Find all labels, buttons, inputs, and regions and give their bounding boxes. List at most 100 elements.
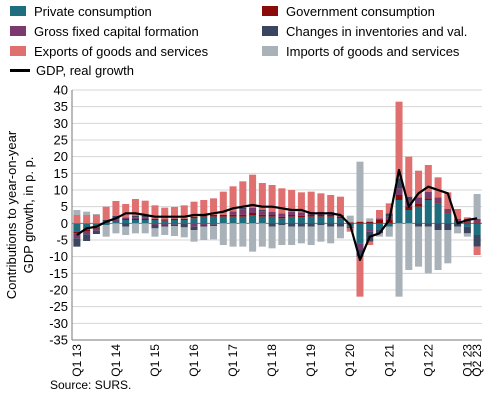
bar-segment: [385, 203, 393, 214]
bar-segment: [336, 218, 344, 224]
bar-segment: [170, 226, 179, 236]
bar-segment: [444, 212, 452, 214]
bar-segment: [297, 226, 305, 244]
bar-segment: [366, 230, 374, 232]
y-tick-label: -35: [49, 333, 68, 348]
bar-segment: [415, 197, 423, 204]
y-tick-label: 15: [54, 166, 68, 181]
bar-segment: [297, 212, 305, 216]
bar-segment: [249, 223, 257, 252]
bar-segment: [288, 216, 296, 224]
bar-segment: [297, 223, 305, 227]
legend-swatch: [10, 6, 26, 16]
bar-segment: [131, 217, 139, 219]
bar-segment: [229, 186, 237, 212]
gdp-line: [76, 168, 478, 262]
bar-segment: [112, 223, 120, 234]
bar-segment: [131, 215, 139, 218]
legend-item-changes-in-inventories: Changes in inventories and val.: [262, 23, 467, 39]
bar-segment: [190, 218, 198, 224]
bar-segment: [434, 177, 442, 198]
bar-segment: [444, 213, 452, 224]
bar-segment: [131, 219, 139, 220]
bar-segment: [83, 215, 91, 224]
bar-segment: [239, 214, 247, 217]
bar-segment: [229, 223, 237, 247]
bar-segment: [268, 216, 276, 224]
bar-segment: [180, 205, 188, 219]
bar-segment: [112, 221, 120, 224]
y-tick-label: -10: [49, 249, 68, 264]
bar-segment: [317, 215, 325, 217]
bar-segment: [210, 198, 218, 215]
legend-swatch: [262, 46, 278, 56]
bar-segment: [73, 223, 81, 232]
bar-segment: [336, 223, 344, 227]
legend-item-government-consumption: Government consumption: [262, 3, 435, 19]
bar-segment: [346, 222, 354, 224]
bar-segment: [151, 223, 159, 225]
bar-segment: [356, 243, 364, 250]
bar-segment: [424, 198, 432, 200]
bar-segment: [424, 200, 432, 224]
bar-segment: [170, 224, 179, 226]
bar-segment: [268, 223, 276, 227]
x-tick-label: Q1 18: [265, 344, 279, 377]
bar-segment: [141, 215, 149, 218]
bar-segment: [415, 226, 423, 267]
x-tick-label: Q1 23: [460, 344, 474, 377]
legend-line-swatch: [10, 68, 30, 72]
bar-segment: [356, 223, 364, 244]
legend-swatch: [10, 26, 26, 36]
bar-segment: [278, 216, 286, 219]
bar-segment: [278, 223, 286, 225]
bar-segment: [92, 229, 100, 231]
bar-segment: [122, 226, 130, 235]
x-tick-label: Q1 19: [304, 344, 318, 377]
y-tick-label: -15: [49, 266, 68, 281]
legend-swatch: [262, 26, 278, 36]
bar-segment: [112, 221, 120, 222]
bar-segment: [92, 230, 100, 234]
bar-segment: [122, 204, 130, 218]
bar-segment: [424, 226, 432, 274]
bar-segment: [229, 211, 237, 215]
bar-segment: [141, 219, 149, 220]
bar-segment: [190, 226, 198, 230]
bar-segment: [83, 231, 91, 235]
bar-segment: [385, 223, 393, 227]
bar-segment: [112, 201, 120, 216]
y-tick-label: 35: [54, 99, 68, 114]
bar-segment: [268, 211, 276, 215]
x-tick-label: Q1 13: [70, 344, 84, 377]
bar-segment: [463, 217, 471, 219]
bar-segment: [161, 219, 169, 221]
bar-segment: [336, 226, 344, 239]
legend-label: Changes in inventories and val.: [286, 23, 468, 39]
bar-segment: [73, 231, 81, 234]
bar-segment: [102, 206, 110, 220]
bar-segment: [395, 223, 403, 297]
bar-segment: [473, 219, 481, 223]
bar-segment: [424, 223, 432, 227]
bar-segment: [131, 223, 139, 234]
bar-segment: [405, 206, 413, 210]
bar-segment: [190, 216, 198, 219]
stacked-bars: [73, 101, 481, 297]
bar-segment: [278, 213, 286, 217]
bar-segment: [219, 223, 227, 245]
bar-segment: [229, 216, 237, 224]
bar-segment: [131, 220, 139, 224]
bar-segment: [366, 223, 374, 230]
bar-segment: [73, 210, 81, 215]
bar-segment: [346, 228, 354, 232]
bar-segment: [395, 188, 403, 195]
bar-segment: [288, 226, 296, 245]
bar-segment: [395, 195, 403, 200]
bar-segment: [385, 226, 393, 237]
bar-segment: [463, 233, 471, 237]
bar-segment: [444, 192, 452, 209]
bar-segment: [180, 223, 188, 224]
bar-segment: [102, 225, 110, 237]
bar-segment: [161, 220, 169, 224]
